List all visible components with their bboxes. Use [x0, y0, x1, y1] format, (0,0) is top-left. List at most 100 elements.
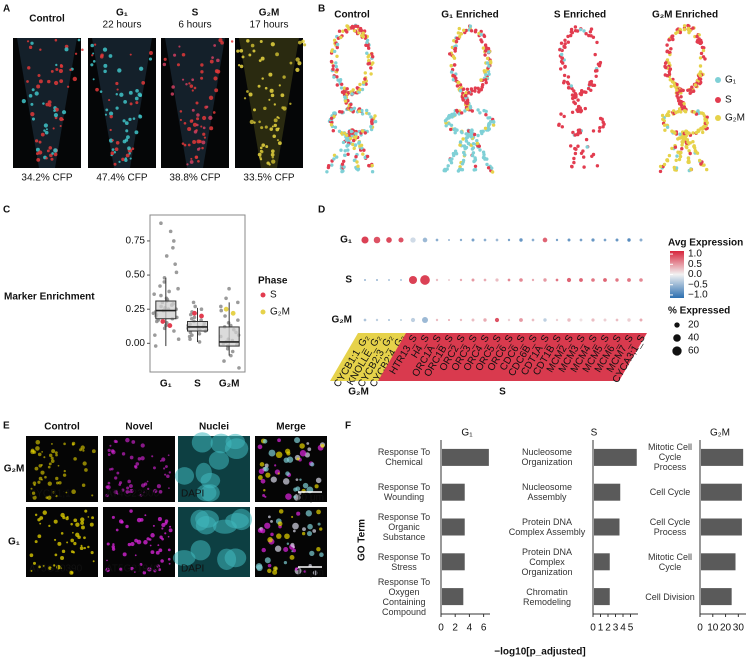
cell-signal	[280, 93, 285, 98]
umap-cell	[595, 164, 600, 168]
cell-signal	[208, 115, 213, 121]
umap-cell	[573, 146, 577, 151]
umap-cell	[596, 62, 601, 66]
umap-cell	[464, 132, 468, 136]
umap-cell	[583, 106, 587, 111]
umap-cell	[672, 165, 676, 170]
cell-signal	[216, 58, 220, 63]
expression-dot	[435, 238, 439, 242]
umap-cell	[588, 30, 593, 34]
signal	[256, 564, 263, 572]
signal	[37, 534, 42, 539]
umap-cell	[661, 117, 665, 122]
cell-signal	[124, 158, 128, 162]
box	[218, 326, 240, 347]
cell-signal	[241, 55, 245, 59]
umap-cell	[369, 124, 373, 129]
signal	[157, 517, 162, 522]
stain-label: DAPI	[181, 489, 204, 500]
signal	[114, 476, 118, 480]
nucleus	[225, 513, 249, 529]
umap-cell	[579, 151, 584, 155]
stain-label: DAPI	[181, 564, 204, 575]
umap-cell	[691, 131, 695, 135]
cell-signal	[90, 63, 94, 67]
umap-cell	[473, 30, 478, 34]
data-point	[224, 296, 228, 301]
expression-dot	[361, 236, 369, 244]
umap-cell	[465, 87, 470, 92]
expression-dot	[555, 238, 559, 242]
data-point	[187, 334, 192, 339]
umap-cell	[693, 83, 698, 87]
signal	[305, 510, 312, 517]
cell-signal	[108, 54, 113, 58]
umap-cell	[663, 61, 668, 65]
umap-cell	[353, 143, 358, 147]
umap-cell	[467, 91, 471, 95]
signal	[39, 522, 42, 525]
panel-letter: E	[3, 421, 10, 432]
signal	[146, 537, 150, 541]
signal	[55, 476, 59, 481]
phase-point	[199, 313, 204, 319]
umap-cell	[675, 88, 679, 92]
signal	[108, 468, 112, 471]
signal	[32, 495, 37, 500]
cell-signal	[64, 44, 69, 49]
umap-cell	[687, 160, 691, 164]
umap-cell	[342, 159, 346, 163]
umap-cell	[342, 165, 346, 169]
phase-point	[160, 319, 166, 324]
data-point	[155, 319, 159, 324]
umap-cell	[356, 24, 360, 29]
signal	[121, 452, 126, 456]
umap-cell	[476, 86, 480, 91]
expression-dot	[627, 238, 631, 242]
category-label: Response To Chemical	[377, 447, 431, 468]
cell-signal	[261, 77, 264, 80]
cell-signal	[269, 88, 274, 93]
umap-cell	[696, 38, 700, 42]
expression-dot	[615, 238, 619, 242]
umap-cell	[477, 90, 481, 94]
scale-label: 10 μm	[296, 493, 324, 504]
cell-signal	[125, 153, 130, 158]
nucleus	[208, 451, 230, 470]
data-point	[176, 286, 180, 291]
cell-signal	[134, 96, 139, 101]
umap-cell	[361, 129, 365, 133]
cell-signal	[250, 43, 255, 48]
data-point	[172, 329, 176, 333]
image-subtitle: 6 hours	[178, 20, 211, 31]
cell-signal	[115, 93, 118, 96]
cell-signal	[108, 99, 111, 102]
bar	[701, 518, 742, 536]
cell-signal	[289, 61, 293, 65]
umap-cell	[682, 102, 686, 106]
signal	[284, 533, 290, 540]
umap-cell	[658, 164, 663, 169]
cell-signal	[201, 140, 206, 145]
umap-cell	[355, 86, 359, 90]
cell-signal	[55, 67, 59, 71]
umap-cell	[360, 108, 364, 113]
cell-signal	[35, 147, 40, 152]
cell-signal	[115, 140, 120, 145]
umap-cell	[698, 73, 702, 78]
cell-signal	[135, 101, 139, 105]
signal	[80, 521, 85, 525]
cell-signal	[192, 140, 197, 144]
cell-signal	[31, 88, 35, 92]
umap-cell	[687, 149, 691, 153]
umap-cell	[452, 153, 456, 158]
umap-cell	[684, 131, 688, 135]
bar	[594, 588, 610, 606]
cell-signal	[200, 125, 203, 128]
x-tick-label: 1	[598, 623, 604, 634]
umap-cell	[582, 90, 587, 94]
signal	[146, 480, 149, 483]
signal	[306, 442, 310, 445]
cell-signal	[43, 129, 46, 132]
bar	[594, 448, 637, 466]
